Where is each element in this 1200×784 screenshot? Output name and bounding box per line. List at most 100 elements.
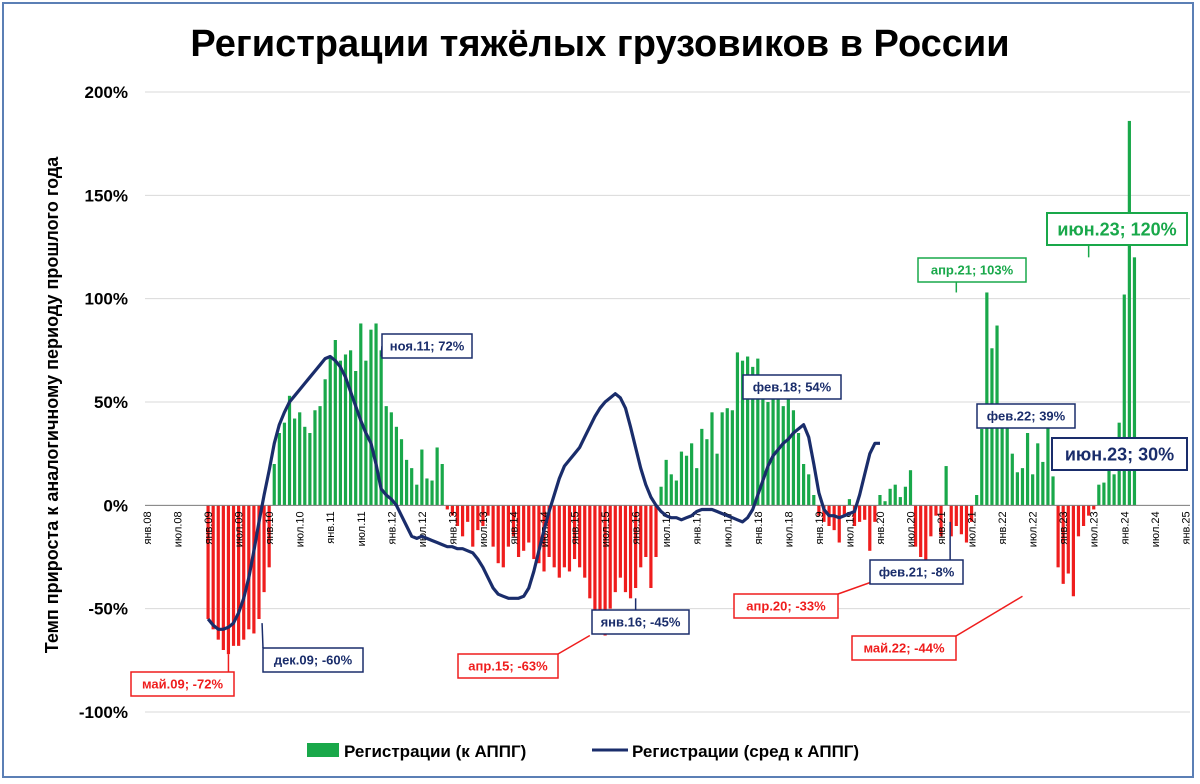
bar [868,505,872,551]
annotation-callout: июн.23; 120% [1046,212,1188,258]
x-tick-label: июл.18 [783,511,795,547]
y-axis-label: Темп прироста к аналогичному периоду про… [42,156,62,654]
bar [634,505,638,588]
bar [1046,422,1050,506]
bar [455,505,460,526]
bar [903,486,908,506]
x-tick-label: июл.16 [661,511,673,547]
annotation-callout: фев.18; 54% [742,374,842,400]
bar [603,505,607,636]
annotation-callout: фев.21; -8% [869,521,964,585]
bar [908,470,913,506]
y-tick-label: 50% [94,393,128,412]
annotation-label: фев.21; -8% [879,565,955,580]
bar [776,387,780,506]
bar [486,505,490,516]
annotation-box [917,257,1027,283]
bar [1132,257,1137,506]
bar [796,433,801,506]
bar [751,366,755,506]
bar [491,505,495,547]
x-tick-label: июл.15 [600,511,612,547]
bar [822,505,826,522]
bar [954,505,958,526]
bar [1005,412,1009,506]
annotation-label: июн.23; 30% [1065,444,1174,464]
annotation-label: июн.23; 120% [1057,219,1176,239]
annotation-box [1046,212,1188,246]
x-tick-label: янв.12 [386,511,398,544]
bar [1081,505,1086,526]
annotation-callout: апр.15; -63% [457,634,591,679]
bar [318,406,322,506]
bar [878,495,882,506]
avg-line [206,354,880,631]
x-tick-label: янв.21 [936,511,948,544]
bar [354,371,358,506]
legend-bar-label: Регистрации (к АППГ) [344,742,526,761]
bar [282,422,287,506]
bar [313,410,317,506]
bar [690,443,694,506]
bar [460,505,465,537]
x-tick-label: июл.11 [356,511,368,546]
bar [944,466,948,506]
x-tick-label: июл.10 [295,511,307,547]
bar [1066,505,1070,574]
bar [618,505,622,578]
bar [476,505,480,531]
bar [323,379,327,506]
annotation-callout: ноя.11; 72% [380,333,473,359]
bar [1071,505,1075,597]
x-tick-label: июл.19 [844,511,856,547]
bar [333,340,337,506]
bar [939,505,943,537]
bar [1061,505,1065,584]
bar [415,484,419,506]
bar [735,352,740,506]
bar [557,505,561,578]
bar [542,505,546,572]
bar [221,505,225,650]
bar [766,402,770,506]
bar [257,505,261,619]
bar [552,505,556,568]
bar [684,455,689,506]
bar [817,505,821,516]
x-tick-label: июл.12 [417,511,429,547]
bar [384,406,388,506]
annotation-box [733,593,839,619]
bar [430,480,434,506]
bar [404,459,409,506]
annotation-leader [557,634,591,655]
bar [231,505,236,646]
bar-series [206,120,1137,655]
bar [802,464,806,506]
x-tick-label: янв.10 [264,511,276,544]
bar [847,499,852,506]
bar [1041,461,1045,506]
gridlines [145,91,1190,713]
bar [399,439,404,506]
bar [852,505,857,526]
annotation-callout: апр.20; -33% [733,572,896,619]
bar [1112,474,1116,506]
bar [964,505,969,543]
bar [1107,449,1111,506]
bar [252,505,256,634]
bar [715,453,719,506]
annotation-label: апр.20; -33% [746,599,826,614]
bar [695,468,699,506]
bar [562,505,566,568]
x-tick-label: янв.13 [447,511,459,544]
legend: Регистрации (к АППГ) Регистрации (сред к… [307,742,859,761]
annotation-label: фев.22; 39% [987,409,1066,424]
x-tick-label: янв.19 [814,511,826,544]
bar [247,505,251,630]
annotation-box [869,559,964,585]
bar [929,505,933,537]
bar [211,505,215,630]
annotation-box [262,647,364,673]
bar [1056,505,1060,568]
bar [705,439,709,506]
